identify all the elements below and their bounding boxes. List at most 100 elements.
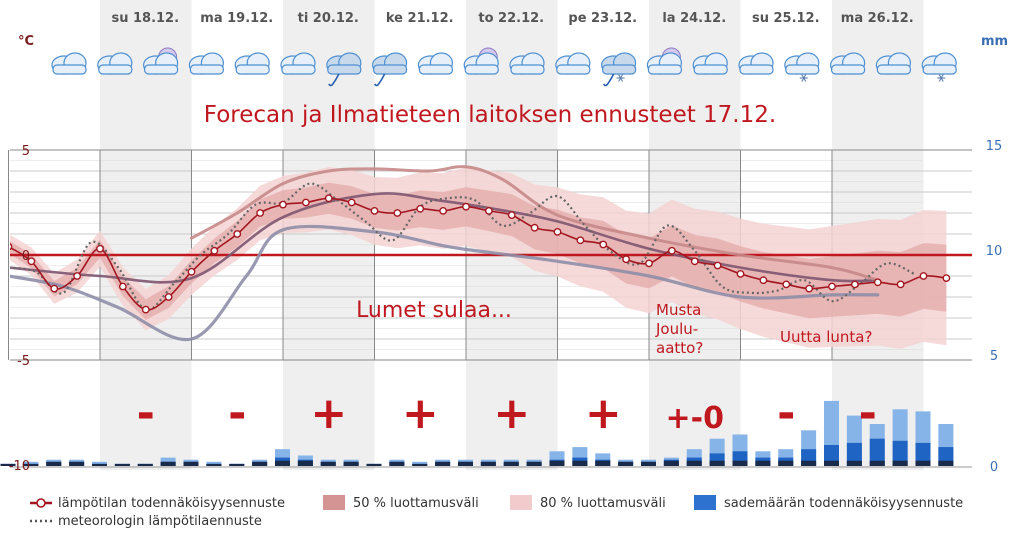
precip-bar-base bbox=[480, 461, 496, 466]
cloud-sleet-icon bbox=[600, 52, 637, 87]
overlay-symbol: - bbox=[777, 388, 795, 439]
probability-point bbox=[553, 227, 562, 236]
precip-bar-base bbox=[206, 463, 222, 466]
probability-point bbox=[530, 223, 539, 232]
day-label: su 25.12. bbox=[752, 11, 820, 26]
precip-bar-base bbox=[755, 460, 771, 466]
cloud-snow-icon bbox=[921, 52, 957, 82]
cloud-sun-icon bbox=[463, 47, 499, 75]
precip-bar-base bbox=[23, 463, 39, 466]
precip-bar-base bbox=[892, 460, 908, 466]
precip-bar-base bbox=[69, 461, 85, 466]
probability-point bbox=[850, 280, 859, 289]
day-label: ti 20.12. bbox=[298, 11, 359, 26]
overlay-symbol: + bbox=[402, 388, 439, 439]
precip-bar-base bbox=[572, 460, 588, 466]
cloud-sun-icon bbox=[143, 47, 179, 75]
precip-bar-base bbox=[252, 461, 268, 466]
cloud-icon bbox=[188, 52, 224, 75]
day-label: su 18.12. bbox=[111, 11, 179, 26]
left-tick-label: -10 bbox=[9, 459, 30, 474]
precip-bar-base bbox=[320, 461, 336, 466]
annotation-new-snow: Uutta lunta? bbox=[780, 328, 872, 346]
precip-bar-base bbox=[778, 460, 794, 466]
overlay-symbol: - bbox=[137, 388, 155, 439]
cloud-icon bbox=[555, 52, 591, 75]
day-label: to 22.12. bbox=[478, 11, 544, 26]
cloud-icon bbox=[692, 52, 728, 75]
probability-point bbox=[96, 244, 104, 253]
precip-bar-base bbox=[938, 460, 954, 466]
probability-point bbox=[347, 198, 356, 207]
cloud-rain-icon bbox=[372, 52, 408, 87]
confidence-bands bbox=[10, 167, 972, 349]
probability-point bbox=[805, 284, 814, 293]
day-band bbox=[100, 0, 192, 470]
cloud-snow-icon bbox=[784, 52, 820, 82]
precip-bar-likely bbox=[915, 442, 931, 466]
cloud-icon bbox=[417, 52, 453, 75]
legend-item: 50 % luottamusväli bbox=[323, 495, 479, 511]
legend-label: 50 % luottamusväli bbox=[353, 496, 479, 511]
precip-bar-base bbox=[114, 463, 130, 466]
cloud-icon bbox=[875, 52, 912, 75]
precip-bar-base bbox=[229, 463, 245, 466]
meteorologist-line bbox=[10, 182, 915, 311]
precip-bar-base bbox=[160, 461, 176, 466]
cloud-icon bbox=[829, 52, 866, 75]
day-label: ma 19.12. bbox=[200, 11, 273, 26]
annotation-black-christmas-1: Musta bbox=[656, 301, 701, 319]
probability-point bbox=[896, 280, 905, 289]
probability-point bbox=[10, 243, 13, 251]
probability-point bbox=[27, 257, 36, 266]
probability-point bbox=[713, 261, 722, 270]
day-label: ma 26.12. bbox=[841, 11, 914, 26]
overlay-symbol: - bbox=[228, 388, 246, 439]
probability-point bbox=[210, 246, 219, 255]
probability-point bbox=[576, 236, 585, 245]
legend-item: 80 % luottamusväli bbox=[510, 495, 666, 511]
model-line bbox=[10, 224, 880, 342]
precip-bar-base bbox=[549, 460, 565, 466]
probability-point bbox=[484, 206, 493, 215]
precip-bar-base bbox=[732, 460, 748, 466]
cloud-icon bbox=[51, 52, 87, 75]
precip-bar-base bbox=[595, 460, 611, 466]
precip-bar-base bbox=[389, 461, 405, 466]
legend-swatch bbox=[694, 495, 716, 510]
probability-point bbox=[919, 272, 928, 280]
legend: lämpötilan todennäköisyysennuste meteorol… bbox=[30, 495, 963, 529]
precip-bar-likely bbox=[869, 438, 885, 466]
probability-point bbox=[256, 209, 265, 217]
precip-bar-base bbox=[526, 461, 542, 466]
probability-point bbox=[301, 198, 310, 207]
cloud-icon bbox=[280, 52, 316, 75]
confidence-50 bbox=[10, 182, 947, 320]
precip-bar-base bbox=[275, 460, 290, 466]
precip-bar-base bbox=[915, 460, 931, 466]
left-tick-label: -5 bbox=[17, 354, 30, 369]
annotation-snow-melts: Lumet sulaa... bbox=[356, 298, 512, 323]
legend-item: sademäärän todennäköisyysennuste bbox=[694, 495, 963, 511]
overlay-symbol: + bbox=[585, 388, 622, 439]
probability-point bbox=[942, 274, 951, 282]
precip-bar-base bbox=[343, 461, 359, 466]
left-tick-label: 0 bbox=[22, 249, 30, 264]
precip-bar-base bbox=[641, 461, 656, 466]
cloud-icon bbox=[738, 52, 774, 75]
precip-bar-base bbox=[458, 461, 473, 466]
precip-bar-base bbox=[137, 463, 153, 466]
precip-bar-base bbox=[0, 463, 16, 466]
precip-bar-base bbox=[412, 463, 428, 466]
cloud-rain-icon bbox=[326, 52, 362, 87]
right-tick-label: 5 bbox=[990, 349, 998, 364]
overlay-symbol: + bbox=[493, 388, 530, 439]
right-axis-unit: mm bbox=[981, 34, 1008, 49]
probability-point bbox=[324, 194, 333, 203]
annotation-black-christmas-2: Joulu- bbox=[655, 320, 698, 338]
precip-bar-base bbox=[183, 461, 199, 466]
precip-bar-base bbox=[869, 460, 885, 466]
precip-bar-base bbox=[801, 460, 817, 466]
probability-point bbox=[782, 280, 791, 289]
